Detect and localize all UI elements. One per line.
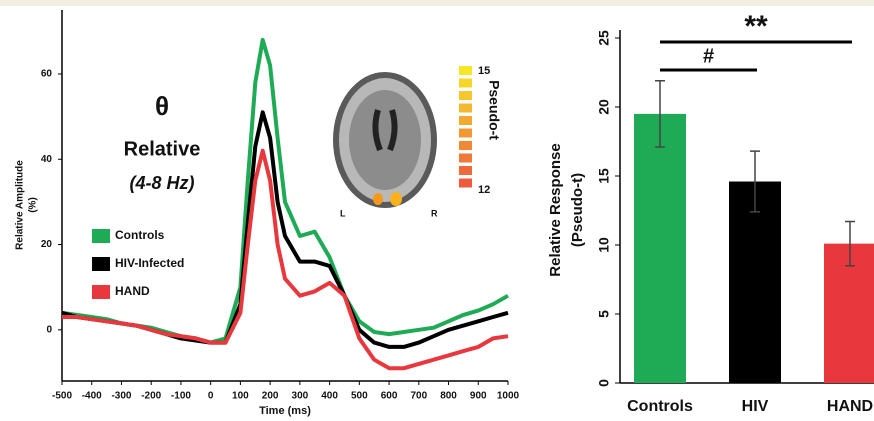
bar	[634, 114, 686, 383]
x-tick-label: 800	[440, 391, 457, 402]
colorbar-cell	[459, 166, 472, 175]
x-tick-label: 900	[470, 391, 487, 402]
inset-label: R	[431, 208, 438, 218]
x-tick-label: 300	[292, 391, 309, 402]
annotation: (4-8 Hz)	[129, 173, 194, 193]
x-tick-label: Controls	[627, 398, 693, 415]
x-tick-label: 600	[381, 391, 398, 402]
x-tick-label: 200	[262, 391, 279, 402]
y-axis-label: Relative Amplitude	[15, 160, 26, 250]
bar	[824, 244, 874, 383]
y-tick-label: 40	[41, 154, 53, 165]
colorbar-cell	[459, 104, 472, 113]
y-tick-label: 20	[41, 239, 53, 250]
y-tick-label: 0	[596, 379, 612, 387]
significance-label: **	[744, 10, 768, 43]
legend-label: HIV-Infected	[115, 256, 184, 270]
y-axis-label: (Pseudo-t)	[569, 173, 586, 247]
y-tick-label: 25	[596, 30, 612, 46]
y-axis-label: Relative Response	[547, 143, 564, 276]
x-tick-label: -500	[52, 391, 72, 402]
significance-label: #	[703, 45, 714, 67]
colorbar-cell	[459, 154, 472, 163]
y-tick-label: 20	[596, 99, 612, 115]
legend-swatch	[92, 285, 110, 299]
y-tick-label: 15	[596, 168, 612, 184]
y-tick-label: 10	[596, 237, 612, 253]
x-tick-label: -400	[82, 391, 102, 402]
brain-inset	[333, 72, 437, 208]
legend-label: Controls	[115, 228, 165, 242]
x-tick-label: 500	[351, 391, 368, 402]
y-tick-label: 0	[46, 324, 52, 335]
annotation: Relative	[124, 138, 201, 160]
annotation: θ	[155, 91, 169, 121]
legend-swatch	[92, 257, 110, 271]
x-tick-label: 100	[232, 391, 249, 402]
legend-label: HAND	[115, 284, 150, 298]
colorbar-cell	[459, 179, 472, 188]
x-tick-label: 0	[208, 391, 214, 402]
y-axis-label: (%)	[28, 197, 39, 213]
top-strip	[0, 0, 874, 6]
x-tick-label: -100	[171, 391, 191, 402]
colorbar-cell	[459, 91, 472, 100]
colorbar-tick-label: 12	[478, 184, 490, 196]
x-tick-label: HIV	[742, 398, 769, 415]
colorbar-label: Pseudo-t	[486, 80, 502, 140]
colorbar-cell	[459, 141, 472, 150]
x-tick-label: HAND	[827, 398, 873, 415]
figure: 0204060-500-400-300-200-1000100200300400…	[0, 0, 874, 421]
colorbar-cell	[459, 129, 472, 138]
colorbar-tick-label: 15	[478, 65, 490, 77]
x-tick-label: 700	[410, 391, 427, 402]
colorbar-cell	[459, 79, 472, 88]
x-tick-label: -200	[141, 391, 161, 402]
inset-label: L	[340, 208, 346, 218]
x-tick-label: -300	[111, 391, 131, 402]
y-tick-label: 60	[41, 69, 53, 80]
colorbar-cell	[459, 116, 472, 125]
x-axis-label: Time (ms)	[259, 405, 311, 417]
x-tick-label: 1000	[497, 391, 520, 402]
legend-swatch	[92, 229, 110, 243]
colorbar-cell	[459, 66, 472, 75]
x-tick-label: 400	[321, 391, 338, 402]
y-tick-label: 5	[596, 310, 612, 318]
